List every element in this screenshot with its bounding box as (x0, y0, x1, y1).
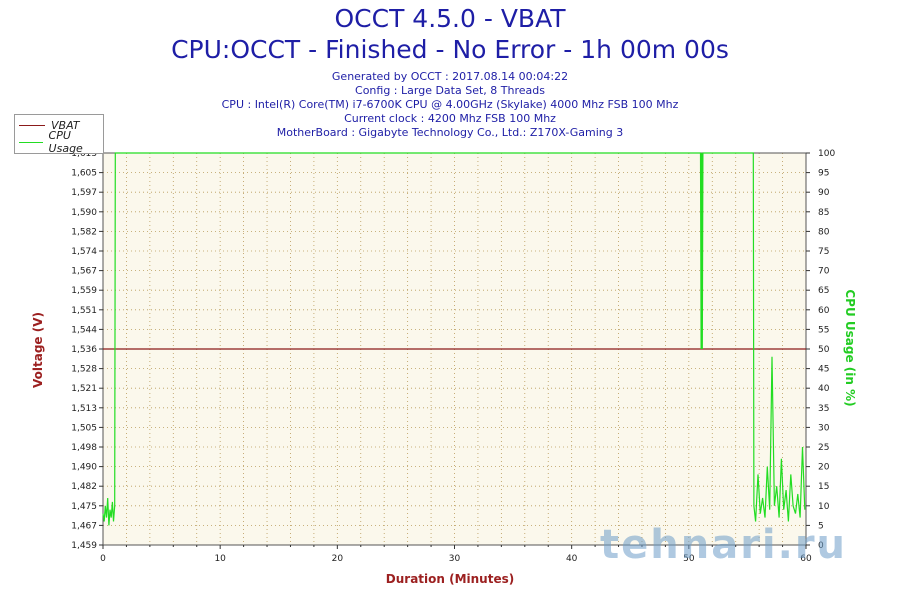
y2-tick-label: 50 (818, 345, 830, 355)
y2-tick-label: 0 (818, 541, 824, 551)
y2-tick-label: 75 (818, 247, 829, 257)
y-tick-label: 1,490 (71, 463, 97, 473)
x-tick-label: 50 (683, 554, 695, 564)
y-tick-label: 1,551 (71, 306, 97, 316)
y2-tick-label: 60 (818, 306, 830, 316)
y2-axis-label: CPU Usage (in %) (843, 289, 857, 407)
legend-item-vbat: VBAT (19, 117, 80, 133)
y2-tick-label: 100 (818, 149, 835, 159)
y-tick-label: 1,582 (71, 227, 97, 237)
y2-tick-label: 5 (818, 521, 824, 531)
chart-subtitle: CPU:OCCT - Finished - No Error - 1h 00m … (171, 35, 729, 64)
y2-tick-label: 30 (818, 423, 830, 433)
info-clock: Current clock : 4200 Mhz FSB 100 Mhz (344, 112, 556, 125)
legend-swatch-cpu-usage (19, 141, 43, 143)
y2-tick-label: 85 (818, 208, 829, 218)
y-tick-label: 1,505 (71, 423, 97, 433)
chart-title: OCCT 4.5.0 - VBAT (334, 4, 566, 33)
y2-tick-label: 45 (818, 365, 829, 375)
y-tick-label: 1,597 (71, 188, 97, 198)
y-tick-label: 1,528 (71, 365, 97, 375)
y-tick-label: 1,590 (71, 208, 97, 218)
legend-label-cpu-usage: CPU Usage (48, 129, 83, 155)
y-tick-label: 1,467 (71, 521, 97, 531)
x-tick-label: 10 (214, 554, 226, 564)
info-motherboard: MotherBoard : Gigabyte Technology Co., L… (276, 126, 624, 139)
y2-tick-label: 20 (818, 463, 830, 473)
x-tick-label: 60 (800, 554, 812, 564)
info-generated: Generated by OCCT : 2017.08.14 00:04:22 (331, 70, 569, 83)
info-config: Config : Large Data Set, 8 Threads (355, 84, 545, 97)
legend-label-vbat: VBAT (51, 118, 80, 132)
x-tick-label: 20 (332, 554, 344, 564)
y-tick-label: 1,475 (71, 502, 97, 512)
y-axis-label: Voltage (V) (31, 312, 45, 388)
y-tick-label: 1,605 (71, 169, 97, 179)
y2-tick-label: 80 (818, 227, 830, 237)
y-tick-label: 1,513 (71, 404, 97, 414)
x-axis-label: Duration (Minutes) (385, 572, 515, 586)
y-tick-label: 1,544 (71, 325, 97, 335)
series-line-cpu-usage (102, 152, 806, 526)
watermark: tehnari.ru (600, 522, 848, 568)
y-tick-label: 1,536 (71, 345, 97, 355)
x-tick-label: 30 (449, 554, 461, 564)
y-tick-label: 1,498 (71, 443, 97, 453)
y-tick-label: 1,574 (71, 247, 97, 257)
y2-tick-label: 35 (818, 404, 829, 414)
y2-tick-label: 15 (818, 482, 829, 492)
y2-tick-label: 95 (818, 169, 829, 179)
y-tick-label: 1,459 (71, 541, 97, 551)
y2-tick-label: 55 (818, 325, 829, 335)
y2-tick-label: 90 (818, 188, 830, 198)
y2-tick-label: 65 (818, 286, 829, 296)
legend-swatch-vbat (19, 124, 45, 126)
y-tick-label: 1,559 (71, 286, 97, 296)
info-cpu: CPU : Intel(R) Core(TM) i7-6700K CPU @ 4… (221, 98, 679, 111)
y-tick-label: 1,613 (71, 149, 97, 159)
y2-tick-label: 40 (818, 384, 830, 394)
x-tick-label: 40 (566, 554, 578, 564)
legend-item-cpu-usage: CPU Usage (19, 129, 103, 155)
y-tick-label: 1,567 (71, 267, 97, 277)
y-tick-label: 1,482 (71, 482, 97, 492)
legend: VBAT CPU Usage (14, 114, 104, 155)
y2-tick-label: 25 (818, 443, 829, 453)
y2-tick-label: 70 (818, 267, 830, 277)
x-tick-label: 0 (100, 554, 106, 564)
y-tick-label: 1,521 (71, 384, 97, 394)
y2-tick-label: 10 (818, 502, 830, 512)
